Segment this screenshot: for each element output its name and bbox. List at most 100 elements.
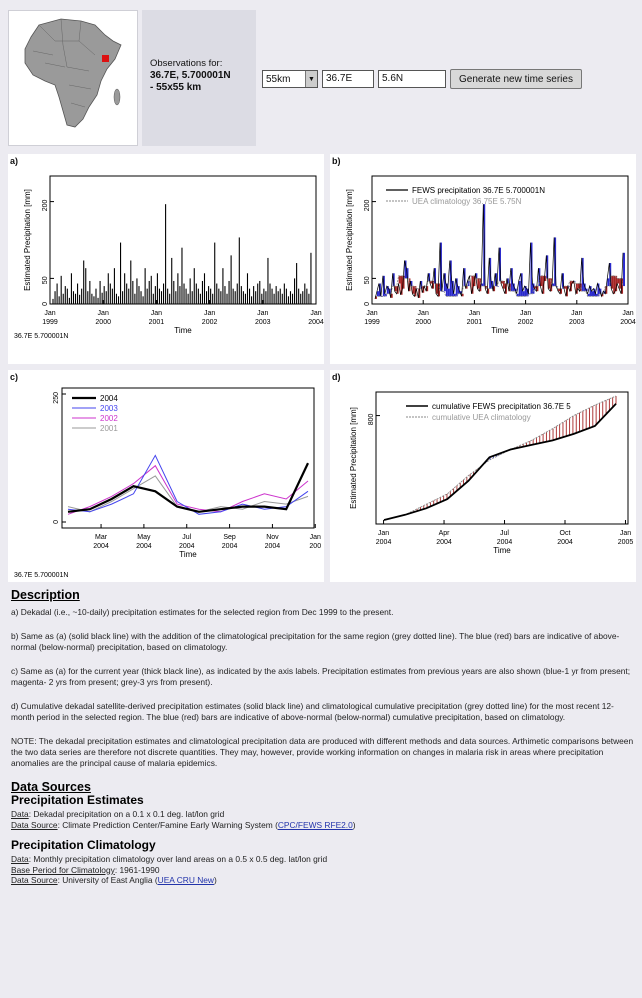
panel-a-xtick-label-bottom: 2001: [149, 319, 165, 326]
panel-b-anomaly-bar: [595, 293, 598, 297]
precip-estimates-section: Precipitation Estimates Data: Dekadal pr…: [11, 794, 636, 830]
precip-source-text: : Climate Prediction Center/Famine Early…: [57, 819, 278, 830]
panel-b-anomaly-bar: [510, 268, 513, 292]
panel-a-ytick-label: 200: [42, 200, 49, 212]
panel-b-anomaly-bar: [534, 286, 537, 289]
panel-b-anomaly-bar: [585, 288, 588, 292]
longitude-input[interactable]: 36.7E: [322, 70, 374, 88]
panel-b-anomaly-bar: [400, 275, 403, 295]
panel-b-anomaly-bar: [384, 293, 387, 297]
panel-b-xtick-label-top: Jan: [469, 310, 480, 317]
panel-b-anomaly-bar: [623, 252, 625, 287]
panel-d-xtick-label-top: Jul: [500, 530, 509, 537]
panel-b-climatology-line: [375, 275, 624, 297]
panel-b-xtick-label-top: Jan: [622, 310, 633, 317]
precip-source-close: ): [352, 819, 356, 830]
description-b: b) Same as (a) (solid black line) with t…: [11, 631, 620, 652]
panel-c-xtick-label-top: Jul: [182, 534, 191, 541]
panel-b-anomaly-bar: [376, 291, 379, 297]
panel-c-line-2004: [67, 462, 309, 513]
clim-source-close: ): [213, 875, 217, 885]
panel-b-anomaly-bar: [607, 278, 610, 287]
panel-b-anomaly-bar: [394, 286, 397, 292]
generate-time-series-button[interactable]: Generate new time series: [450, 69, 582, 89]
panel-b-anomaly-bar: [583, 283, 586, 292]
panel-c-xtick-label-bottom: 2004: [265, 543, 281, 550]
clim-period-line: Base Period for Climatology: 1961-1990: [11, 865, 636, 876]
chart-d: Jan 2004 Apr 2004 Jul 2004 Oct 2004 Jan 2005 Time E…: [349, 391, 633, 555]
panel-b-anomaly-bar: [479, 278, 482, 292]
panel-c-label: c): [10, 372, 19, 382]
clim-source-link[interactable]: UEA CRU New: [157, 875, 214, 885]
precip-climatology-title: Precipitation Climatology: [11, 838, 156, 852]
panel-b-anomaly-bar: [388, 288, 391, 294]
panel-b-anomaly-bar: [426, 286, 429, 292]
panel-c-legend-2004: 2004: [100, 394, 118, 403]
observation-info: Observations for: 36.7E, 5.700001N - 55x…: [142, 10, 256, 146]
latitude-input[interactable]: 5.6N: [378, 70, 446, 88]
precip-source-link[interactable]: CPC/FEWS RFE2.0: [277, 819, 353, 830]
panel-b-xtick-label-top: Jan: [571, 310, 582, 317]
panel-b-anomaly-bar: [434, 268, 437, 284]
panel-d-xtick-label-top: Apr: [439, 530, 451, 537]
panel-b-anomaly-bar: [524, 286, 527, 297]
panel-b-anomaly-bar: [621, 278, 624, 294]
panel-a: a) Jan 1999 Jan 2000 Jan 2001 Jan 2002 Jan 2003 Ja…: [8, 154, 324, 364]
panel-b-anomaly-bar: [563, 286, 566, 289]
panel-b-anomaly-bar: [459, 291, 462, 294]
panel-b-anomaly-bar: [453, 293, 456, 297]
panel-c-legend-2003: 2003: [100, 404, 118, 413]
panel-b-anomaly-bar: [615, 275, 618, 292]
panel-d-legend-fews: cumulative FEWS precipitation 36.7E 5: [432, 402, 571, 411]
panel-b-anomaly-bar: [447, 288, 450, 297]
panel-b-xtick-label-bottom: 2001: [467, 319, 483, 326]
clim-data-label: Data: [11, 854, 29, 864]
description-d: d) Cumulative dekadal satellite-derived …: [11, 701, 614, 722]
chevron-down-icon[interactable]: ▼: [305, 71, 317, 87]
panel-b-anomaly-bar: [536, 286, 539, 292]
panel-b-anomaly-bar: [410, 280, 413, 287]
panel-b-anomaly-bar: [487, 288, 490, 294]
panel-b-anomaly-bar: [567, 286, 570, 287]
top-bar: Observations for: 36.7E, 5.700001N - 55x…: [8, 10, 636, 150]
panel-b-anomaly-bar: [471, 275, 474, 294]
panel-a-ytick-label: 0: [42, 302, 49, 306]
panel-b-anomaly-bar: [461, 293, 464, 297]
panel-b-anomaly-bar: [465, 286, 468, 289]
panel-b-xlabel: Time: [491, 326, 509, 335]
observation-coordinates: 36.7E, 5.700001N: [150, 70, 231, 81]
precip-climatology-section: Precipitation Climatology Data: Monthly …: [11, 838, 636, 886]
panel-b-anomaly-bar: [591, 291, 594, 297]
panel-d-legend-uea: cumulative UEA climatology: [432, 413, 531, 422]
panel-b-anomaly-bar: [481, 283, 484, 287]
panel-b-anomaly-bar: [457, 286, 460, 294]
panel-c-plot-frame: [61, 387, 315, 529]
panel-b-xtick-label-top: Jan: [520, 310, 531, 317]
panel-b-anomaly-bar: [412, 286, 415, 294]
panel-b-anomaly-bar: [617, 278, 620, 284]
panel-c-legend-2002: 2002: [100, 414, 118, 423]
panel-c-ytick-label: 250: [53, 392, 60, 404]
panel-d-xtick-label-bottom: 2004: [376, 539, 392, 546]
controls: 55km ▼ 36.7E 5.6N Generate new time seri…: [262, 69, 582, 89]
clim-data-text: : Monthly precipitation climatology over…: [28, 854, 328, 864]
panel-b-anomaly-bar: [443, 273, 446, 292]
africa-map[interactable]: [8, 10, 138, 146]
panel-a-xtick-label-top: Jan: [204, 310, 215, 317]
panel-b-anomaly-bar: [542, 275, 545, 294]
description-section: Description a) Dekadal (i.e., ~10-daily)…: [11, 589, 636, 886]
panel-b-plot-frame: [371, 175, 629, 305]
panel-d-xtick-label-bottom: 2004: [497, 539, 513, 546]
data-sources-heading: Data Sources: [11, 780, 91, 794]
panel-b-anomaly-bar: [514, 288, 517, 292]
panel-c-xlabel: Time: [179, 550, 197, 559]
panel-b-ytick-label: 200: [364, 200, 371, 212]
panel-d-xtick-label-bottom: 2004: [436, 539, 452, 546]
panel-d-ytick-label: 800: [368, 413, 375, 425]
panel-b-legend-uea: UEA climatology 36.75E 5.75N: [412, 197, 522, 206]
size-select[interactable]: 55km ▼: [262, 70, 318, 88]
panel-a-xtick-label-bottom: 1999: [42, 319, 58, 326]
panel-b-anomaly-bar: [613, 275, 616, 294]
panel-a-xtick-label-bottom: 2002: [202, 319, 218, 326]
panel-c-xtick-label-top: Jan: [310, 534, 321, 541]
